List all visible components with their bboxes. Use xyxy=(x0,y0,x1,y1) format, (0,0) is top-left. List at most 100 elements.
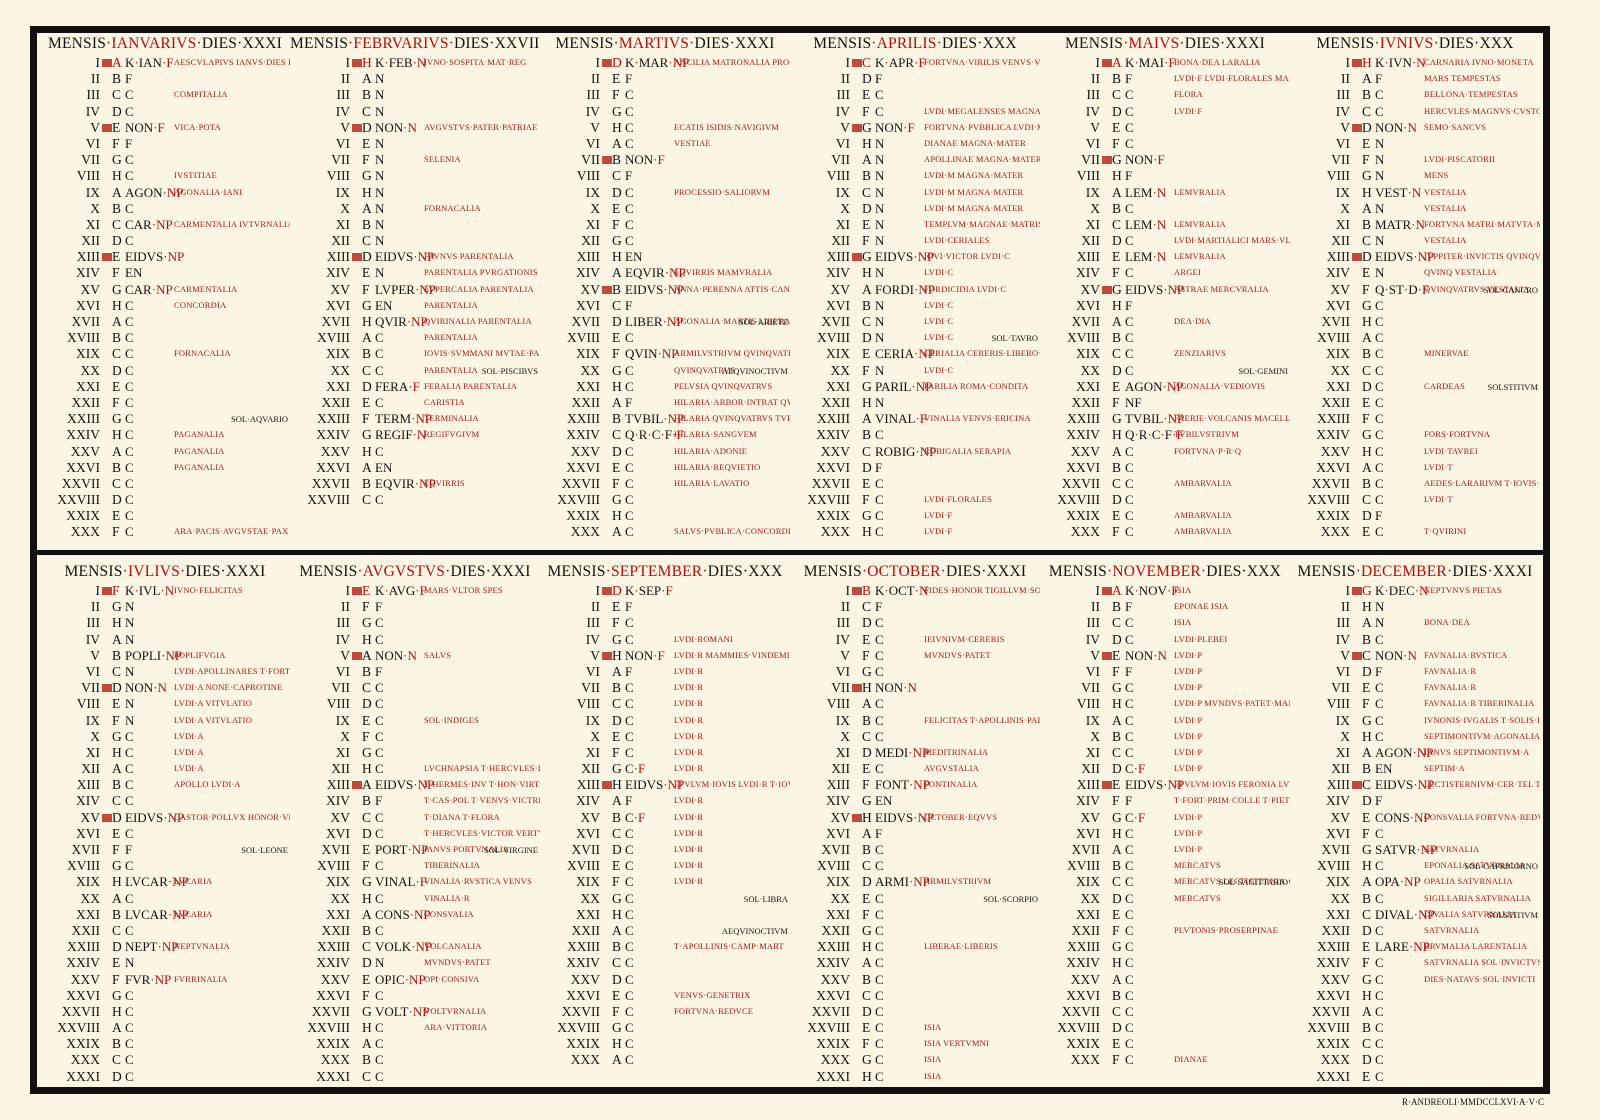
separator-dot: · xyxy=(653,647,658,663)
day-row: VI F F LVDI·P xyxy=(1040,664,1290,680)
day-numeral: XXV xyxy=(70,971,100,987)
day-character: VOLK·NP xyxy=(375,939,432,955)
day-row: V E NON·F VICA·POTA xyxy=(40,120,290,136)
festival-label: CERIALIA CERERIS·LIBERO·LIBERA xyxy=(924,348,1040,359)
day-character: C xyxy=(1375,826,1384,842)
day-character: C xyxy=(1125,104,1134,120)
day-character: NON·N xyxy=(375,648,417,664)
day-character-part: NP xyxy=(419,475,436,491)
day-character-part: N xyxy=(1156,249,1167,265)
nundinal-letter: E xyxy=(1362,265,1371,281)
day-numeral: XV xyxy=(580,809,601,825)
day-numeral: V xyxy=(340,119,350,135)
day-row: XX G C QVINQVATRVS AEQVINOCTIVM xyxy=(540,363,790,379)
day-character-part: C xyxy=(875,971,884,987)
nundinal-letter: A xyxy=(362,647,372,663)
separator-dot: · xyxy=(1166,583,1172,598)
day-character-part: EIDVS xyxy=(1125,777,1164,793)
day-row: XXI F C xyxy=(790,907,1040,923)
day-character-part: C xyxy=(375,680,384,696)
festival-label: NEPTVNALIA xyxy=(174,941,230,952)
solar-note: SOLSTITIVM xyxy=(1487,381,1538,392)
day-character-part: N xyxy=(125,599,135,615)
day-character-part: C xyxy=(375,987,384,1003)
day-character: C xyxy=(1125,955,1134,971)
day-character-part: N xyxy=(407,647,417,663)
day-character-part: NON xyxy=(1375,647,1404,663)
day-character: LARE·NP xyxy=(1375,939,1430,955)
day-numeral: IX xyxy=(85,184,100,200)
separator-dot: · xyxy=(908,744,913,760)
day-character-part: ROBIG xyxy=(875,443,916,459)
day-numeral: II xyxy=(1091,71,1100,87)
day-numeral: VIII xyxy=(1076,696,1100,712)
separator-dot: · xyxy=(414,281,420,297)
day-numeral: XXVI xyxy=(566,459,600,475)
day-row: XII C N VESTALIA xyxy=(1290,233,1540,249)
nundinal-letter: B xyxy=(112,1036,122,1052)
day-character-part: N xyxy=(1375,599,1385,615)
nundinal-letter: C xyxy=(112,87,122,103)
nundinal-letter: G xyxy=(862,508,872,524)
nundinal-letter: A xyxy=(1362,200,1372,216)
day-character-part: C xyxy=(125,987,134,1003)
day-marker-icon xyxy=(602,285,612,294)
nundinal-letter: D xyxy=(1112,1020,1122,1036)
nundinal-letter: G xyxy=(862,922,872,938)
day-character: F xyxy=(875,460,882,476)
festival-label: MEDITRINALIA xyxy=(924,746,989,757)
day-character-part: C xyxy=(625,216,634,232)
day-character: C xyxy=(1375,955,1384,971)
nundinal-letter: A xyxy=(862,825,872,841)
festival-label: EPVLVM·IOVIS FERONIA LVDI·P xyxy=(1174,779,1290,790)
day-row: XXVIII F C LVDI·FLORALES xyxy=(790,492,1040,508)
festival-label: LVDI·P xyxy=(1174,649,1203,660)
day-character-part: C xyxy=(1125,475,1134,491)
day-numeral: VI xyxy=(85,135,100,151)
day-character: EIDVS·NP xyxy=(625,777,684,793)
day-row: XXV A C xyxy=(1040,972,1290,988)
day-numeral: XXIX xyxy=(316,1036,350,1052)
festival-label: BRVMALIA LARENTALIA xyxy=(1424,941,1528,952)
day-numeral: XXIX xyxy=(1316,1036,1350,1052)
day-character-part: C xyxy=(375,809,384,825)
day-character-part: NP xyxy=(417,249,435,265)
day-marker-icon xyxy=(1102,156,1112,165)
day-numeral: XXVII xyxy=(61,475,100,491)
day-character-part: NP xyxy=(167,249,185,265)
day-numeral: XXIV xyxy=(1066,955,1100,971)
nundinal-letter: H xyxy=(1112,696,1122,712)
day-character-part: C xyxy=(1125,492,1134,508)
day-character: EN xyxy=(375,460,392,476)
day-row: XXVI B C PAGANALIA xyxy=(40,460,290,476)
festival-label: LVDI·P MVNDVS·PATET·MANIA xyxy=(1174,698,1290,709)
day-character-part: F xyxy=(125,135,133,151)
day-numeral: VIII xyxy=(76,696,100,712)
day-character: F xyxy=(1375,664,1382,680)
nundinal-letter: D xyxy=(112,1068,122,1084)
day-marker-icon xyxy=(1102,651,1112,660)
day-row: XVII D C LVDI·R xyxy=(540,842,790,858)
day-character-part: N xyxy=(375,216,385,232)
day-character: C xyxy=(1125,826,1134,842)
day-marker-icon xyxy=(352,59,362,67)
separator-dot: · xyxy=(1163,411,1168,427)
day-row: XV C C T·DIANA T·FLORA xyxy=(290,810,540,826)
day-character-part: C xyxy=(875,906,884,922)
day-character-part: C xyxy=(1125,809,1134,825)
day-character-part: C xyxy=(625,233,634,249)
day-character-part: C xyxy=(1125,1052,1134,1068)
festival-label: REGIFVGIVM xyxy=(424,429,480,440)
day-numeral: XXIII xyxy=(1067,411,1100,427)
day-row: XXXI E C xyxy=(1290,1069,1540,1085)
nundinal-letter: B xyxy=(1362,761,1372,777)
day-numeral: XXX xyxy=(570,524,600,540)
nundinal-letter: E xyxy=(362,712,371,728)
day-character: C xyxy=(125,858,134,874)
day-character-part: C xyxy=(875,87,884,103)
festival-label: FAERIE·VOLCANIS MACELLVM·ROSA·SVMAT xyxy=(1174,413,1290,424)
day-row: XXIV A C xyxy=(790,955,1040,971)
